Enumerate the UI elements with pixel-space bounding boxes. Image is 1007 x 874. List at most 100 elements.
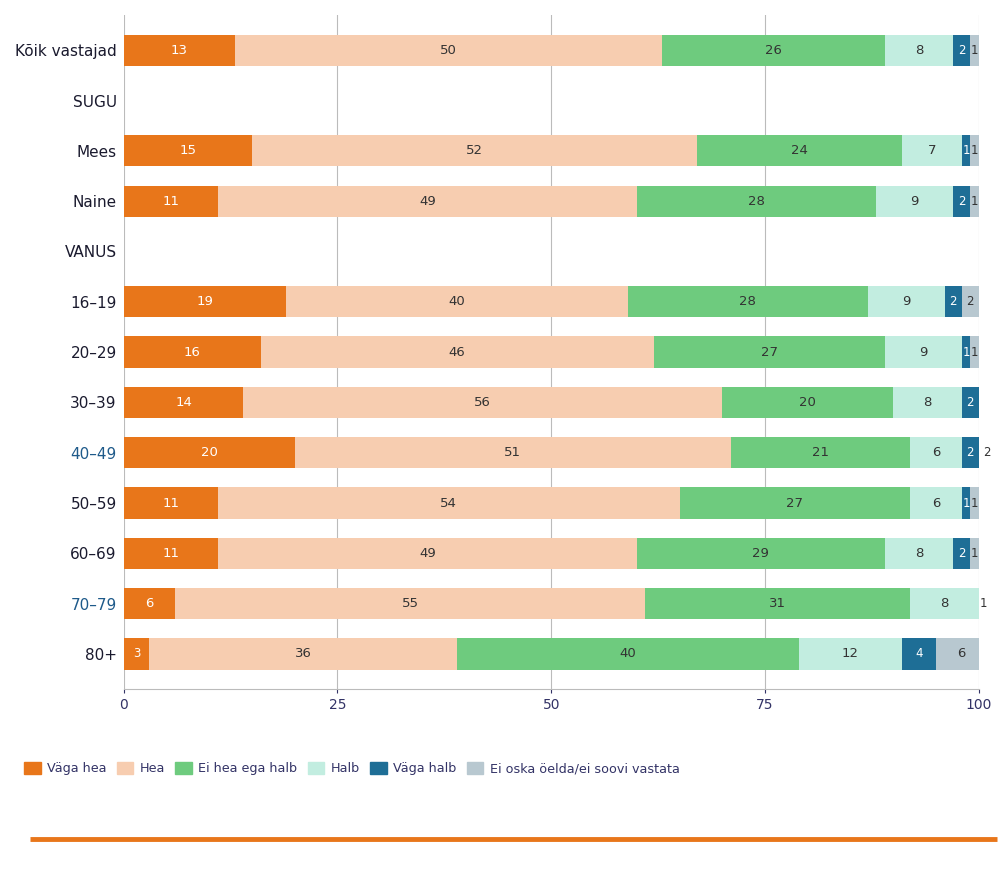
Text: 4: 4 <box>915 648 922 661</box>
Bar <box>218 538 636 569</box>
Bar <box>235 35 663 66</box>
Text: 20: 20 <box>800 396 817 409</box>
Text: 40: 40 <box>620 648 636 661</box>
Text: 1: 1 <box>963 144 970 157</box>
Text: 29: 29 <box>752 547 769 560</box>
Text: 51: 51 <box>505 447 522 459</box>
Bar <box>124 286 286 317</box>
Bar <box>731 437 910 468</box>
Bar <box>893 387 962 418</box>
Text: 1: 1 <box>963 496 970 510</box>
Text: 2: 2 <box>967 396 974 409</box>
Text: 9: 9 <box>910 195 918 208</box>
Text: 6: 6 <box>931 447 941 459</box>
Bar <box>962 286 979 317</box>
Bar <box>218 185 636 217</box>
Bar <box>124 135 252 166</box>
Bar <box>971 185 979 217</box>
Bar <box>954 35 971 66</box>
Text: 19: 19 <box>196 295 213 309</box>
Bar <box>885 336 962 368</box>
Text: 54: 54 <box>440 496 457 510</box>
Bar <box>124 538 218 569</box>
Text: 27: 27 <box>761 345 777 358</box>
Bar <box>910 588 979 619</box>
Text: 50: 50 <box>440 44 457 57</box>
Text: 14: 14 <box>175 396 192 409</box>
Text: 6: 6 <box>958 648 966 661</box>
Bar <box>124 588 175 619</box>
Text: 31: 31 <box>769 597 786 610</box>
Text: 21: 21 <box>812 447 829 459</box>
Bar <box>295 437 731 468</box>
Text: 49: 49 <box>419 547 436 560</box>
Bar <box>971 135 979 166</box>
Text: 52: 52 <box>466 144 482 157</box>
Bar <box>910 488 962 518</box>
Text: 1: 1 <box>971 547 978 560</box>
Text: 11: 11 <box>162 547 179 560</box>
Bar <box>885 538 954 569</box>
Text: 2: 2 <box>967 295 974 309</box>
Text: 2: 2 <box>984 447 991 459</box>
Text: 36: 36 <box>295 648 312 661</box>
Bar <box>286 286 628 317</box>
Bar <box>800 638 902 669</box>
Bar <box>971 35 979 66</box>
Bar <box>149 638 457 669</box>
Bar <box>971 336 979 368</box>
Bar <box>124 387 244 418</box>
Text: 6: 6 <box>145 597 153 610</box>
Text: 1: 1 <box>971 195 978 208</box>
Bar <box>654 336 885 368</box>
Bar <box>902 135 962 166</box>
Bar <box>885 35 954 66</box>
Text: 49: 49 <box>419 195 436 208</box>
Bar <box>252 135 697 166</box>
Text: 2: 2 <box>967 447 974 459</box>
Bar <box>697 135 902 166</box>
Bar <box>124 437 295 468</box>
Bar <box>902 638 937 669</box>
Bar <box>261 336 654 368</box>
Text: 15: 15 <box>179 144 196 157</box>
Text: 11: 11 <box>162 195 179 208</box>
Text: 11: 11 <box>162 496 179 510</box>
Text: 1: 1 <box>980 597 987 610</box>
Bar <box>979 437 996 468</box>
Text: 20: 20 <box>200 447 218 459</box>
Bar <box>868 286 945 317</box>
Bar <box>636 538 885 569</box>
Bar <box>663 35 885 66</box>
Text: 13: 13 <box>171 44 187 57</box>
Bar <box>244 387 722 418</box>
Text: 6: 6 <box>931 496 941 510</box>
Text: 28: 28 <box>739 295 756 309</box>
Bar <box>124 638 149 669</box>
Bar <box>971 488 979 518</box>
Text: 8: 8 <box>914 44 923 57</box>
Bar <box>945 286 962 317</box>
Bar <box>722 387 893 418</box>
Text: 1: 1 <box>971 44 978 57</box>
Bar <box>636 185 876 217</box>
Text: 8: 8 <box>923 396 931 409</box>
Text: 2: 2 <box>958 547 966 560</box>
Bar <box>124 185 218 217</box>
Text: 2: 2 <box>958 195 966 208</box>
Text: 1: 1 <box>971 144 978 157</box>
Bar <box>124 336 261 368</box>
Text: 16: 16 <box>183 345 200 358</box>
Text: 9: 9 <box>919 345 927 358</box>
Text: 1: 1 <box>971 345 978 358</box>
Text: 55: 55 <box>402 597 419 610</box>
Bar <box>937 638 988 669</box>
Text: 46: 46 <box>449 345 465 358</box>
Bar <box>645 588 910 619</box>
Text: 2: 2 <box>950 295 957 309</box>
Text: 8: 8 <box>914 547 923 560</box>
Text: 1: 1 <box>963 345 970 358</box>
Bar <box>876 185 954 217</box>
Bar <box>175 588 645 619</box>
Text: 8: 8 <box>941 597 949 610</box>
